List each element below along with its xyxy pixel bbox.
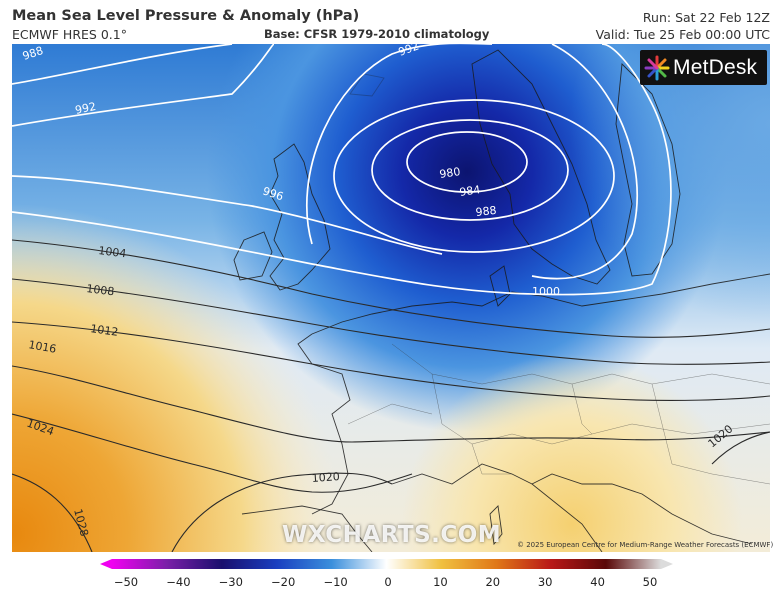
colorbar-tick-label: −40 bbox=[166, 575, 191, 589]
colorbar-tick-label: 10 bbox=[433, 575, 448, 589]
isobar-label: 1020 bbox=[311, 470, 340, 485]
isobar-label: 1008 bbox=[86, 282, 115, 298]
pressure-anomaly-map[interactable]: 988 992 996 1004 1008 1012 1016 1024 102… bbox=[12, 44, 770, 552]
isobar-label: 1004 bbox=[98, 244, 127, 260]
isobar-label: 988 bbox=[21, 44, 45, 63]
ecmwf-copyright: © 2025 European Centre for Medium-Range … bbox=[517, 541, 774, 549]
isobar-label: 996 bbox=[261, 184, 285, 203]
logo-text: MetDesk bbox=[673, 55, 758, 79]
isobar-label: 980 bbox=[439, 165, 462, 181]
colorbar-tick-label: −10 bbox=[323, 575, 348, 589]
isobar-label: 984 bbox=[459, 183, 482, 199]
south-high-anomaly-field bbox=[12, 44, 770, 552]
run-time-label: Run: Sat 22 Feb 12Z bbox=[642, 10, 770, 25]
isobar-label: 1012 bbox=[90, 322, 120, 339]
colorbar-tick-label: 40 bbox=[590, 575, 605, 589]
map-title: Mean Sea Level Pressure & Anomaly (hPa) bbox=[12, 8, 360, 24]
colorbar-ramp bbox=[112, 559, 661, 569]
isobar-label: 1000 bbox=[532, 285, 560, 298]
isobar-label: 1016 bbox=[27, 338, 57, 356]
isobar-label: 992 bbox=[74, 100, 97, 117]
colorbar-tick-label: −50 bbox=[113, 575, 139, 589]
colorbar-arrow-left bbox=[100, 559, 112, 569]
metdesk-logo: MetDesk bbox=[640, 50, 767, 85]
model-label: ECMWF HRES 0.1° bbox=[12, 27, 127, 42]
colorbar-tick-label: 50 bbox=[642, 575, 658, 589]
colorbar-tick-label: −20 bbox=[271, 575, 296, 589]
country-borders bbox=[347, 343, 770, 485]
colorbar-tick-label: −30 bbox=[218, 575, 243, 589]
valid-time-label: Valid: Tue 25 Feb 00:00 UTC bbox=[595, 27, 770, 42]
isobar-label: 988 bbox=[475, 204, 497, 219]
climatology-base-label: Base: CFSR 1979-2010 climatology bbox=[264, 27, 490, 41]
colorbar-tick-label: 20 bbox=[485, 575, 501, 589]
wxcharts-watermark: WXCHARTS.COM bbox=[282, 522, 502, 548]
colorbar-tick-label: 0 bbox=[384, 575, 392, 589]
isobars-high bbox=[12, 239, 770, 552]
anomaly-colorbar bbox=[100, 559, 673, 569]
colorbar-arrow-right bbox=[661, 559, 673, 569]
isobars-low bbox=[12, 44, 672, 296]
colorbar-tick-label: 30 bbox=[537, 575, 553, 589]
logo-burst-icon bbox=[644, 55, 670, 80]
